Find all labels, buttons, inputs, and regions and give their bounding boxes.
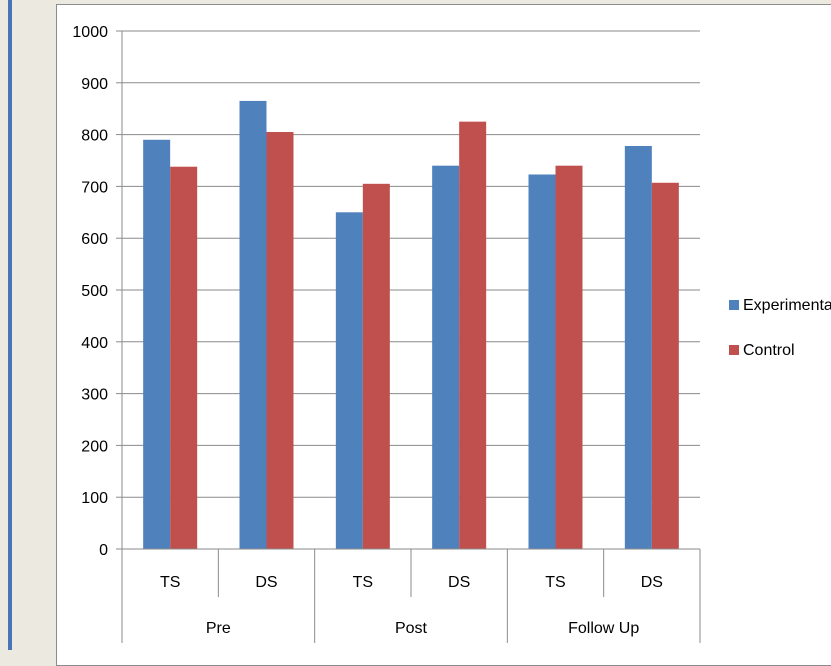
x-group-label: Pre	[206, 620, 231, 637]
bar-control-4	[555, 165, 583, 549]
y-tick-label: 100	[81, 490, 108, 507]
y-axis: 0 100 200 300 400 500 600 700 800 900 1000	[72, 24, 123, 559]
y-tick-label: 600	[81, 231, 108, 248]
legend-swatch-experimental	[729, 300, 739, 310]
bar-control-5	[651, 182, 679, 550]
x-category-label: DS	[255, 574, 277, 591]
legend: Experimental Control	[729, 297, 831, 359]
bar-experimental-0	[143, 139, 171, 549]
y-tick-label: 300	[81, 387, 108, 404]
legend-label: Experimental	[743, 297, 831, 314]
y-tick-label: 1000	[72, 24, 108, 41]
x-category-label: TS	[545, 574, 565, 591]
x-category-label: DS	[641, 574, 663, 591]
window-left-edge	[8, 0, 12, 650]
y-tick-label: 500	[81, 283, 108, 300]
bar-control-0	[170, 166, 198, 549]
bar-control-2	[362, 183, 390, 549]
x-group-label: Post	[395, 620, 428, 637]
x-group-label: Follow Up	[568, 620, 639, 637]
bar-experimental-4	[528, 174, 556, 549]
gridlines	[122, 30, 700, 498]
bar-control-1	[266, 132, 294, 549]
x-category-label: TS	[160, 574, 180, 591]
legend-label: Control	[743, 342, 795, 359]
y-tick-label: 200	[81, 438, 108, 455]
y-tick-label: 800	[81, 128, 108, 145]
y-tick-label: 0	[99, 542, 108, 559]
bar-experimental-3	[432, 165, 460, 549]
bars	[143, 100, 679, 550]
x-axis: TS DS TS DS TS DS Pre Post Follow Up	[121, 548, 701, 643]
x-category-label: DS	[448, 574, 470, 591]
bar-experimental-5	[624, 145, 652, 549]
bar-chart: 0 100 200 300 400 500 600 700 800 900 1000 TS DS TS D…	[72, 24, 831, 643]
legend-swatch-control	[729, 345, 739, 355]
y-tick-label: 400	[81, 335, 108, 352]
y-tick-label: 700	[81, 179, 108, 196]
bar-experimental-1	[239, 100, 267, 550]
bar-experimental-2	[335, 212, 363, 550]
bar-control-3	[459, 121, 487, 550]
x-category-label: TS	[353, 574, 373, 591]
y-tick-label: 900	[81, 76, 108, 93]
